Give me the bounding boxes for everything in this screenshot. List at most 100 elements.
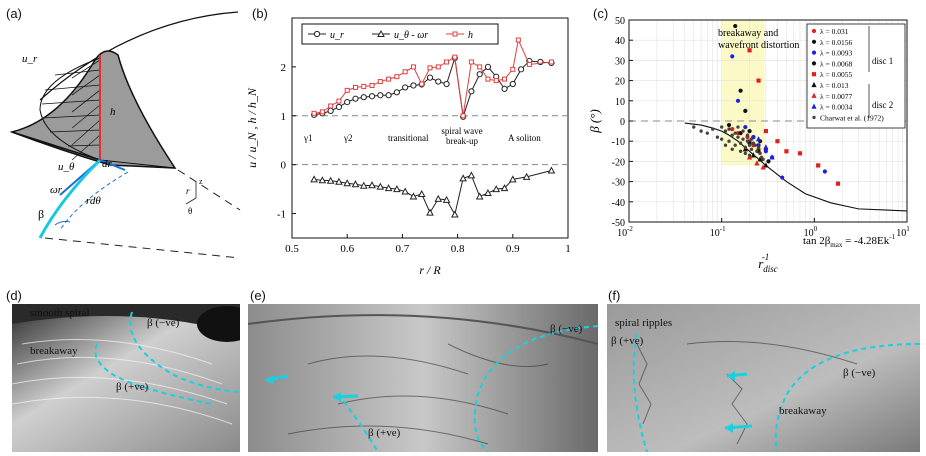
y-tick-label-c: 50 [615,16,625,27]
y-tick-label-c: -50 [612,218,625,229]
point-h [402,69,408,75]
d-label-smooth: smooth spiral [30,307,90,319]
point-h [352,84,358,90]
legend-label-c: λ = 0.0156 [820,38,852,47]
point-utheta [310,175,318,183]
data-point-c [730,133,734,137]
point-h [460,113,466,119]
data-point-c [743,108,748,113]
data-point-c [738,149,743,153]
x-tick-label-c: 101 [896,225,910,239]
data-point-c [749,137,754,141]
point-h [548,59,554,65]
x-axis-label-c: rdisc-1 [758,252,778,274]
data-point-c [758,151,762,156]
legend-label-b: h [468,30,473,41]
data-point-c [757,156,763,162]
point-h [386,76,392,82]
point-h [485,76,491,82]
y-tick-label-c: 20 [615,77,625,88]
point-ur [410,82,417,89]
point-ur [335,103,343,111]
legend-marker-c [811,92,817,98]
point-utheta [393,185,401,193]
data-point-c [743,124,748,130]
y-tick-label-c: -10 [612,137,625,148]
photo-f: spiral ripples β (+ve) β (−ve) breakaway [607,304,920,452]
regime-label-b: spiral wave [441,126,482,136]
point-ur [476,71,483,78]
point-ur [377,92,384,99]
formula-c: tan 2βmax = -4.28Ek-1 [803,233,896,249]
axis-theta: θ [188,206,192,216]
data-point-c [763,144,769,150]
data-point-c [730,54,735,59]
panel-b: (b) 0.5 0.6 0.7 0.8 0.9 1 -1 0 1 2 r / R u / u_N , … [240,0,585,285]
data-point-c [784,149,789,154]
panel-label-f: (f) [608,288,621,303]
data-point-c [756,78,761,83]
legend-marker-c [811,28,817,34]
point-h [319,109,325,115]
f-label-beta-pos: β (+ve) [611,335,644,347]
point-h [361,83,367,89]
data-point-c [822,169,827,174]
data-point-c [763,129,768,134]
point-h [369,82,375,88]
data-point-c [738,141,743,145]
panel-label-d: (d) [6,288,22,303]
point-ur [443,80,450,88]
point-utheta [434,194,443,202]
legend-group-c: disc 1 [872,56,893,66]
data-point-c [754,160,760,166]
y-tick-label-b: 2 [281,62,287,74]
data-point-c [749,147,754,151]
regime-label-b: γ1 [303,133,312,143]
label-utheta: u_θ [58,161,75,173]
y-tick-label-c: -20 [612,157,625,168]
y-tick-label-c: 0 [620,117,625,128]
x-tick-label-b: 0.9 [506,243,520,255]
point-utheta [409,192,418,200]
regime-label-b: A soliton [508,133,541,143]
y-tick-label-c: 10 [615,97,625,108]
x-axis-label-b: r / R [419,263,441,277]
point-ur [468,88,475,95]
legend-marker-b [313,30,321,38]
data-point-c [727,139,731,143]
point-utheta [401,187,410,195]
series-line-b [313,57,552,117]
legend-marker-b [452,31,458,37]
point-h [515,37,521,43]
point-ur [517,66,525,73]
data-point-c [736,135,740,139]
data-point-c [711,127,715,131]
y-tick-label-c: -30 [612,178,625,189]
regime-label-b: γ2 [343,133,352,143]
legend-marker-c [811,39,817,44]
point-h [328,103,334,109]
point-ur [352,95,359,102]
data-point-c [738,131,743,136]
y-tick-label-b: -1 [277,209,286,221]
point-h [452,54,458,60]
point-h [510,66,516,72]
data-point-c [755,136,762,142]
d-label-beta-pos: β (+ve) [116,381,149,393]
data-point-c [750,152,756,158]
legend-label-c: λ = 0.0077 [820,92,852,101]
y-tick-label-b: 0 [281,160,287,172]
point-utheta [318,176,327,184]
data-point-c [763,162,769,168]
point-utheta [335,177,343,185]
photo-d: smooth spiral breakaway β (−ve) β (+ve) [12,304,240,452]
point-h [344,87,350,93]
data-point-c [733,143,737,147]
point-ur [385,92,392,99]
plot-frame-b [291,17,569,239]
data-point-c [738,88,743,93]
data-point-c [723,143,728,147]
legend-marker-c [811,81,817,88]
data-point-c [699,129,703,133]
